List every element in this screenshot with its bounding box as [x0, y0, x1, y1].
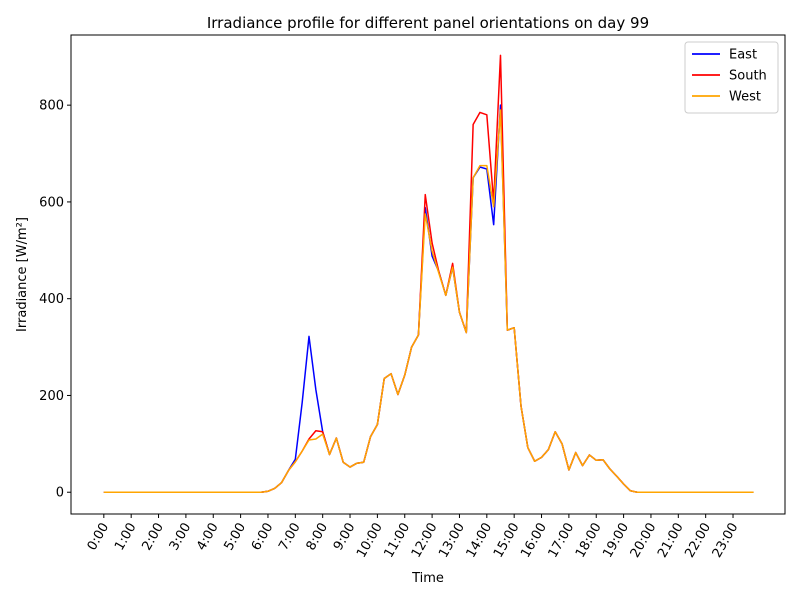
y-tick-label: 800 — [39, 99, 64, 114]
series-layer — [103, 54, 754, 493]
y-axis-label: Irradiance [W/m²] — [15, 217, 30, 332]
plot-frame — [70, 34, 786, 515]
legend-entries: East South West — [692, 48, 767, 105]
y-axis: 0 200 400 600 800 — [39, 99, 71, 501]
legend-label-west: West — [729, 90, 761, 105]
y-tick-label: 600 — [39, 195, 64, 210]
series-line-west — [103, 109, 754, 493]
y-tick-label: 400 — [39, 292, 64, 307]
legend-label-south: South — [729, 69, 767, 84]
y-tick-label: 200 — [39, 389, 64, 404]
y-tick-label: 0 — [56, 486, 64, 501]
legend-label-east: East — [729, 48, 757, 63]
legend: East South West — [684, 41, 779, 114]
x-axis-label: Time — [411, 571, 444, 586]
chart-title: Irradiance profile for different panel o… — [207, 14, 649, 32]
